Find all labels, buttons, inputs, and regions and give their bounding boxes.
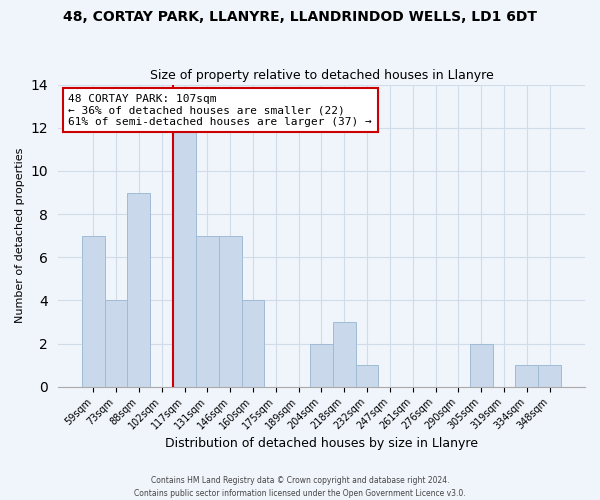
Title: Size of property relative to detached houses in Llanyre: Size of property relative to detached ho… [149, 69, 493, 82]
Bar [104, 300, 127, 387]
Bar [538, 365, 561, 387]
Bar [196, 236, 219, 387]
Bar [515, 365, 538, 387]
Bar [82, 236, 104, 387]
X-axis label: Distribution of detached houses by size in Llanyre: Distribution of detached houses by size … [165, 437, 478, 450]
Text: 48, CORTAY PARK, LLANYRE, LLANDRINDOD WELLS, LD1 6DT: 48, CORTAY PARK, LLANYRE, LLANDRINDOD WE… [63, 10, 537, 24]
Bar [470, 344, 493, 387]
Text: Contains HM Land Registry data © Crown copyright and database right 2024.
Contai: Contains HM Land Registry data © Crown c… [134, 476, 466, 498]
Bar [356, 365, 379, 387]
Bar [242, 300, 265, 387]
Text: 48 CORTAY PARK: 107sqm
← 36% of detached houses are smaller (22)
61% of semi-det: 48 CORTAY PARK: 107sqm ← 36% of detached… [68, 94, 372, 127]
Bar [173, 128, 196, 387]
Bar [310, 344, 333, 387]
Bar [127, 192, 151, 387]
Y-axis label: Number of detached properties: Number of detached properties [15, 148, 25, 324]
Bar [333, 322, 356, 387]
Bar [219, 236, 242, 387]
